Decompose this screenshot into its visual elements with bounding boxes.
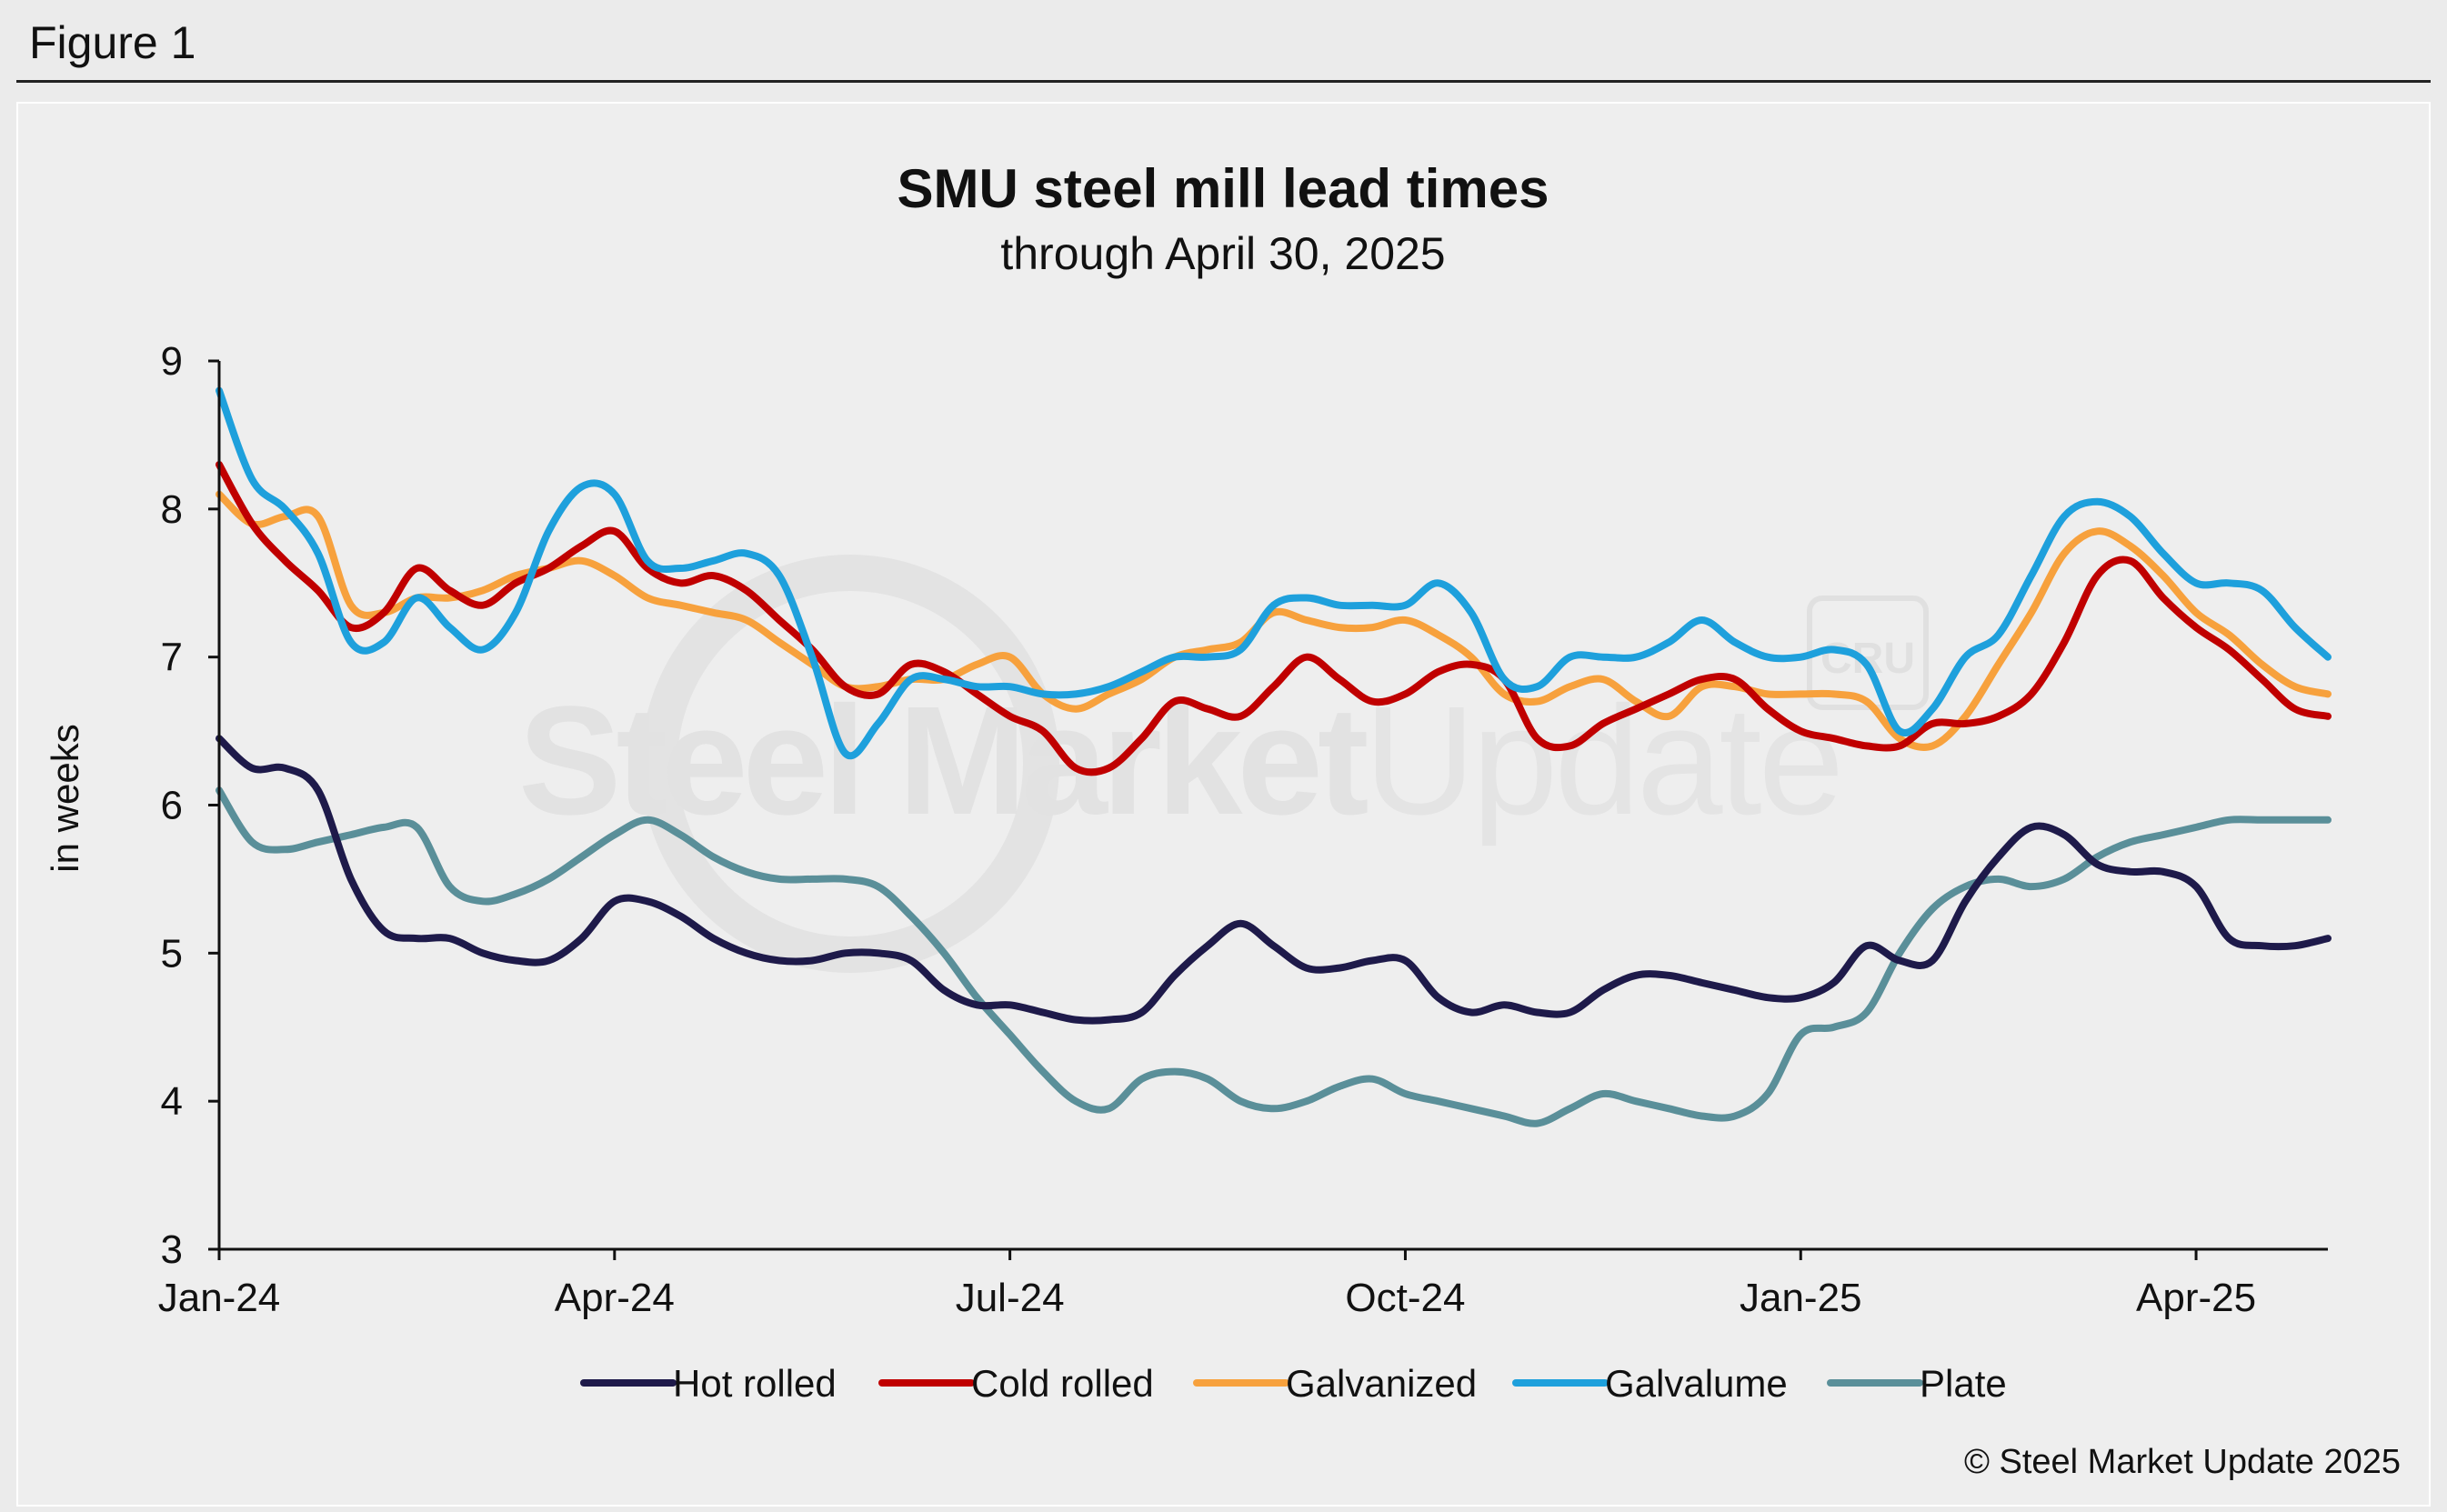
legend-label-cold-rolled: Cold rolled [971,1362,1154,1405]
x-tick-label: Jan-24 [158,1276,281,1320]
y-axis-ticks: 3 4 5 6 7 8 9 [161,339,219,1272]
legend-label-plate: Plate [1920,1362,2007,1405]
series-line-galvanized [216,490,2332,751]
x-tick-label: Oct-24 [1345,1276,1465,1320]
chart-title: SMU steel mill lead times [898,158,1549,219]
y-tick-label: 6 [161,784,183,828]
series-line-hot-rolled [216,735,2332,1025]
legend: Hot rolled Cold rolled Galvanized Galvalume… [580,1362,2007,1405]
watermark-badge-text: CRU [1820,635,1915,683]
y-tick-label: 3 [161,1227,183,1272]
x-tick-label: Apr-25 [2136,1276,2256,1320]
legend-label-galvanized: Galvanized [1286,1362,1477,1405]
y-tick-label: 8 [161,487,183,532]
x-tick-label: Jul-24 [956,1276,1065,1320]
chart-panel [16,102,2431,1507]
series-line-galvalume [216,386,2332,760]
series-lines [216,386,2332,1127]
y-axis-label: in weeks [44,724,86,872]
y-tick-label: 4 [161,1079,183,1124]
watermark-brand-bold: Steel Market [518,675,1368,847]
watermark-brand-light: Update [1364,675,1840,847]
x-tick-label: Jan-25 [1740,1276,1862,1320]
y-tick-label: 9 [161,339,183,384]
legend-label-galvalume: Galvalume [1605,1362,1788,1405]
legend-label-hot-rolled: Hot rolled [673,1362,837,1405]
series-line-plate [216,786,2332,1127]
copyright-text: © Steel Market Update 2025 [1964,1443,2401,1481]
figure-label: Figure 1 [29,17,196,68]
x-tick-label: Apr-24 [555,1276,675,1320]
watermark: Steel Market Update CRU [518,555,1929,973]
y-tick-label: 7 [161,636,183,680]
chart-subtitle: through April 30, 2025 [1000,228,1445,279]
y-tick-label: 5 [161,931,183,976]
figure-divider [16,80,2431,83]
x-axis-ticks: Jan-24 Apr-24 Jul-24 Oct-24 Jan-25 Apr-25 [158,1249,2256,1320]
series-line-cold-rolled [216,461,2332,776]
